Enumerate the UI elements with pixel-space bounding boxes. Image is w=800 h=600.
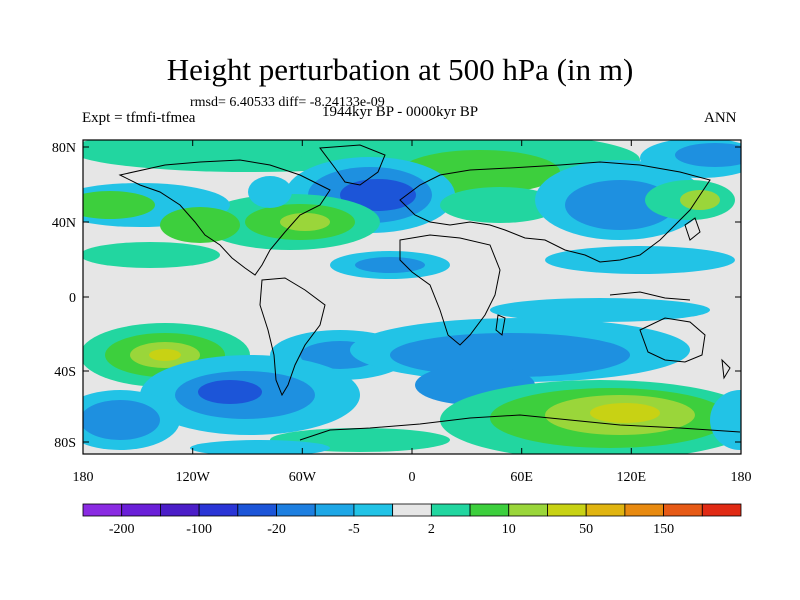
anomaly-ross-core	[83, 400, 160, 440]
lat-tick-label: 0	[69, 291, 76, 306]
anomaly-bering-core	[675, 143, 741, 167]
anomaly-subtropic-asia	[545, 246, 735, 274]
lon-tick-label: 120W	[176, 470, 211, 485]
lat-tick-label: 80N	[52, 141, 76, 156]
lon-tick-label: 180	[73, 470, 94, 485]
colorbar-swatch	[624, 503, 664, 517]
colorbar-swatch	[469, 503, 510, 517]
colorbar	[82, 503, 742, 517]
anomaly-west-us-high	[160, 207, 240, 243]
colorbar-swatch	[430, 503, 471, 517]
anomaly-asia-low	[565, 180, 675, 230]
colorbar-label: 10	[502, 522, 516, 537]
coast-japan	[684, 217, 701, 241]
colorbar-label: 150	[653, 522, 674, 537]
coast-antarctica	[299, 414, 741, 441]
period-label: 1944kyr BP - 0000kyr BP	[321, 104, 479, 120]
colorbar-swatch	[392, 503, 432, 517]
coast-south-america	[259, 277, 326, 397]
lon-tick-label: 60W	[289, 470, 317, 485]
anomaly-southern-high-peak	[590, 403, 660, 423]
anomaly-saharan-core	[355, 257, 425, 273]
experiment-label: Expt = tfmfi-tfmea	[82, 110, 196, 126]
colorbar-swatch	[701, 503, 742, 517]
colorbar-swatch	[160, 503, 200, 517]
colorbar-swatch	[353, 503, 394, 517]
anomaly-ne-pacific-high	[83, 191, 155, 219]
longitude-axis: 180 120W 60W 0 60E 120E 180	[73, 140, 752, 485]
colorbar-labels: -200 -100 -20 -5 2 10 50 150	[109, 522, 674, 537]
colorbar-swatch	[82, 503, 123, 517]
colorbar-label: 50	[579, 522, 593, 537]
colorbar-swatch	[121, 503, 161, 517]
coast-greenland	[319, 144, 386, 186]
anomaly-europe-high	[440, 187, 560, 223]
anomaly-field	[83, 140, 741, 454]
coast-north-america	[118, 159, 331, 276]
lat-tick-label: 80S	[54, 436, 76, 451]
anomaly-date-line-low	[710, 390, 741, 450]
colorbar-swatch	[585, 503, 626, 517]
colorbar-label: -100	[186, 522, 212, 537]
anomaly-east-asia-core	[680, 190, 720, 210]
colorbar-label: 2	[428, 522, 435, 537]
coast-australia	[639, 317, 706, 363]
coast-new-zealand	[721, 358, 731, 380]
plot-title: Height perturbation at 500 hPa (in m)	[166, 52, 634, 87]
coast-madagascar	[495, 314, 506, 336]
anomaly-antarctic-band	[190, 440, 330, 454]
colorbar-swatch	[237, 503, 277, 517]
anomaly-canada-high-core	[280, 213, 330, 231]
latitude-axis: 80N 40N 0 40S 80S	[52, 141, 741, 451]
lon-tick-label: 120E	[617, 470, 647, 485]
anomaly-indian-band	[490, 298, 710, 322]
lat-tick-label: 40N	[52, 216, 76, 231]
lat-tick-label: 40S	[54, 365, 76, 380]
colorbar-swatch	[547, 503, 587, 517]
coastlines	[118, 144, 741, 441]
anomaly-hudson-low	[248, 176, 292, 208]
colorbar-swatch	[314, 503, 355, 517]
lon-tick-label: 60E	[510, 470, 533, 485]
colorbar-label: -200	[109, 522, 135, 537]
colorbar-swatch	[276, 503, 316, 517]
coast-africa	[399, 234, 501, 346]
anomaly-subtropic-pacific	[83, 242, 220, 268]
lon-tick-label: 0	[409, 470, 416, 485]
anomaly-atlantic-low-core	[340, 179, 416, 211]
anomaly-indian-low	[390, 333, 630, 377]
colorbar-label: -5	[348, 522, 360, 537]
coast-eurasia	[399, 161, 711, 263]
season-label: ANN	[704, 110, 737, 126]
colorbar-label: -20	[267, 522, 286, 537]
colorbar-swatch	[663, 503, 703, 517]
anomaly-south-pacific-peak	[149, 349, 181, 361]
lon-tick-label: 180	[731, 470, 752, 485]
coast-indonesia	[609, 291, 691, 301]
anomaly-southern-low-core	[198, 380, 262, 404]
colorbar-swatch	[508, 503, 548, 517]
colorbar-swatch	[198, 503, 239, 517]
stats-label: rmsd= 6.40533 diff= -8.24133e-09	[190, 95, 385, 110]
